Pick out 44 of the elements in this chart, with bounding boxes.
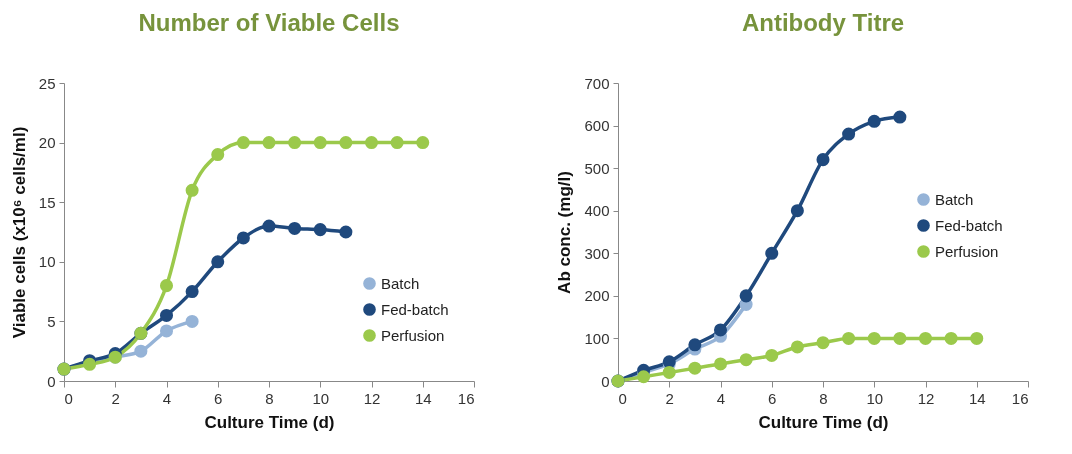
y-tick-label: 200 [584,287,610,305]
x-tick-label: 8 [265,389,274,407]
x-tick-label: 2 [665,389,674,407]
x-tick-label: 10 [866,389,884,407]
x-tick-label: 12 [363,389,381,407]
y-tick-label: 500 [584,159,610,177]
y-tick-label: 5 [47,312,56,330]
chart-title: Antibody Titre [741,9,905,36]
x-tick-label: 6 [768,389,777,407]
x-tick-label: 12 [917,389,935,407]
x-tick-label: 16 [1011,389,1029,407]
x-axis-title: Culture Time (d) [204,412,335,432]
x-tick-label: 6 [214,389,223,407]
y-axis-title: Viable cells (x10⁶ cells/ml) [9,126,29,339]
y-tick-label: 10 [38,253,56,271]
x-tick-label: 2 [111,389,120,407]
legend-label: Batch [935,190,974,208]
x-axis-title: Culture Time (d) [758,412,889,432]
y-tick-label: 300 [584,244,610,262]
chart-title: Number of Viable Cells [138,9,400,36]
y-tick-label: 25 [38,74,56,92]
y-tick-label: 600 [584,117,610,135]
y-tick-label: 0 [601,372,610,390]
x-tick-label: 4 [162,389,172,407]
y-tick-label: 100 [584,329,610,347]
legend-label: Fed-batch [935,216,1003,234]
x-tick-label: 0 [618,389,627,407]
legend-label: Perfusion [381,326,445,344]
x-tick-label: 8 [819,389,828,407]
x-tick-label: 14 [968,389,986,407]
y-tick-label: 20 [38,134,56,152]
x-tick-label: 14 [414,389,432,407]
legend-label: Perfusion [935,242,999,260]
x-tick-label: 10 [312,389,330,407]
y-tick-label: 0 [47,372,56,390]
legend-label: Fed-batch [381,300,449,318]
x-tick-label: 4 [716,389,726,407]
x-tick-label: 16 [457,389,475,407]
y-tick-label: 400 [584,202,610,220]
y-axis-title: Ab conc. (mg/l) [555,171,575,294]
y-tick-label: 15 [38,193,56,211]
x-tick-label: 0 [64,389,73,407]
y-tick-label: 700 [584,74,610,92]
legend-label: Batch [381,274,420,292]
